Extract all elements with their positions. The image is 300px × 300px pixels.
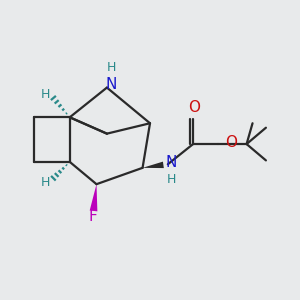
Text: H: H	[41, 176, 50, 189]
Text: H: H	[41, 88, 50, 100]
Text: H: H	[167, 173, 176, 186]
Text: O: O	[189, 100, 201, 115]
Polygon shape	[142, 162, 164, 168]
Text: F: F	[88, 209, 97, 224]
Text: O: O	[225, 135, 237, 150]
Text: H: H	[107, 61, 116, 74]
Text: N: N	[166, 155, 177, 170]
Text: N: N	[106, 77, 117, 92]
Polygon shape	[90, 184, 98, 211]
